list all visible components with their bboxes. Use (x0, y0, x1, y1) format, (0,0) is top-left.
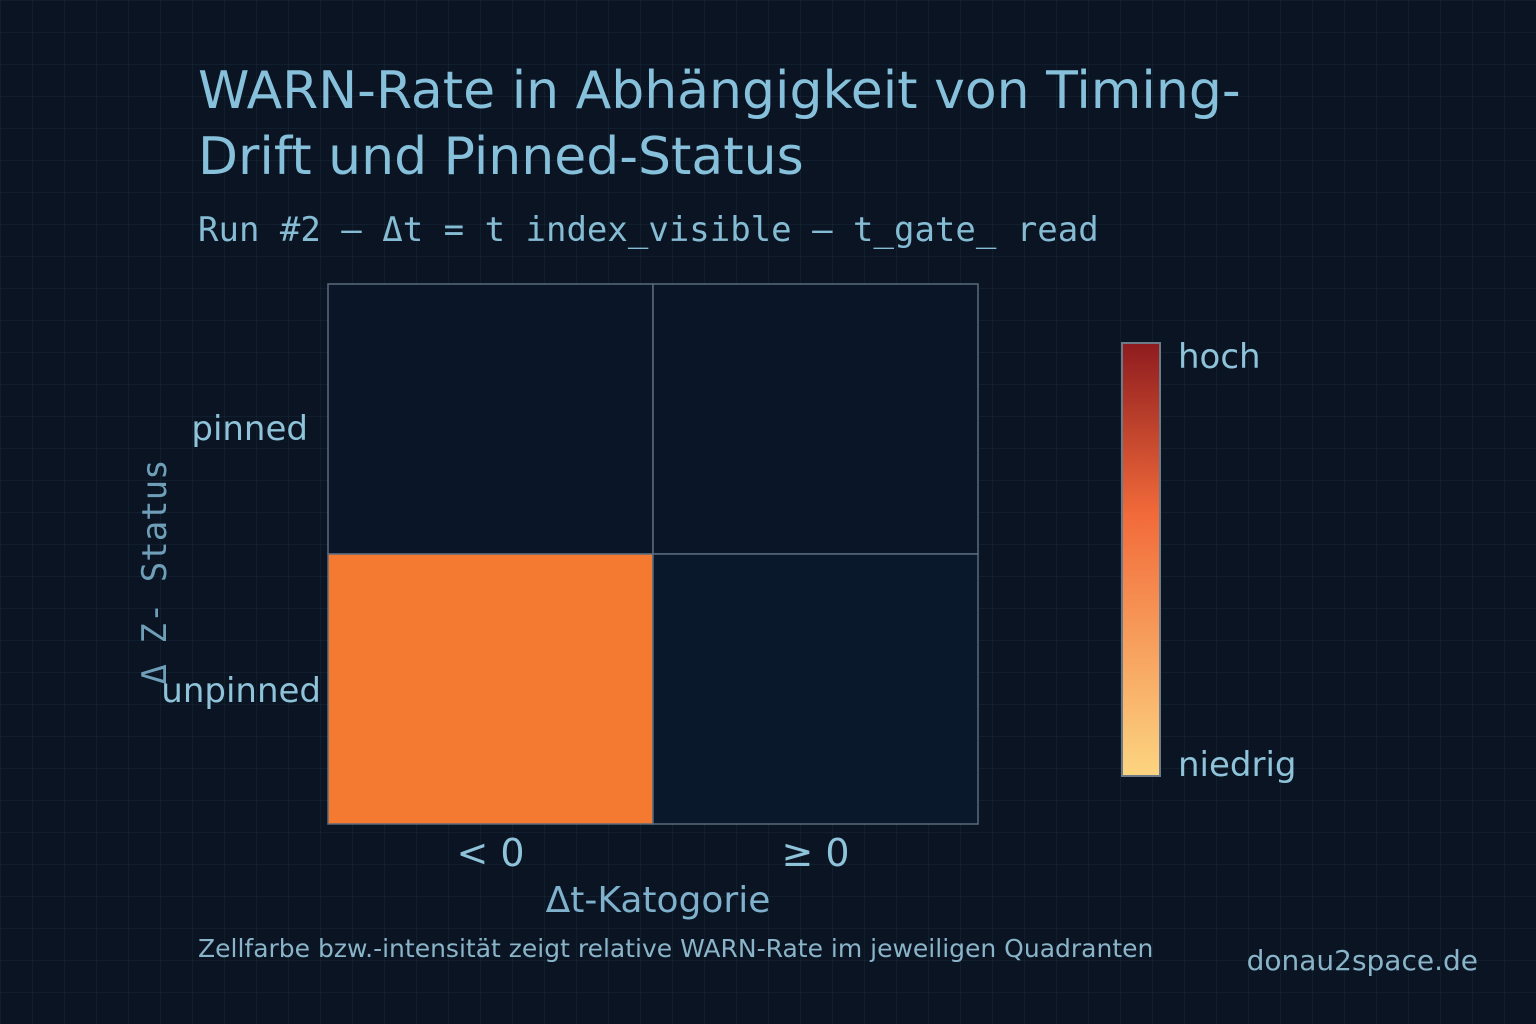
x-tick-label-ge0: ≥ 0 (781, 831, 849, 875)
x-tick-label-lt0: < 0 (456, 831, 524, 875)
site-link[interactable]: donau2space.de (1246, 944, 1478, 977)
chart-subtitle: Run #2 – Δt = t index_visible – t_gate_ … (198, 210, 1099, 250)
y-tick-labels: pinned unpinned (161, 409, 321, 711)
y-tick-label-unpinned: unpinned (161, 671, 321, 711)
heatmap-cell-unpinned-lt0 (327, 553, 654, 825)
x-tick-labels: < 0 ≥ 0 (456, 831, 849, 875)
color-scale-low-label: niedrig (1178, 745, 1297, 785)
y-axis-title: Δ Z- Status (135, 459, 175, 684)
heatmap-cell-unpinned-ge0 (652, 553, 979, 825)
chart-title: WARN-Rate in Abhängigkeit von Timing-Dri… (198, 61, 1241, 187)
x-axis-title: Δt-Katogorie (546, 880, 771, 921)
heatmap-cell-pinned-lt0 (327, 283, 654, 555)
color-scale-bar (1121, 342, 1161, 777)
footnote: Zellfarbe bzw.-intensität zeigt relative… (198, 934, 1154, 963)
color-scale-high-label: hoch (1178, 337, 1261, 377)
y-tick-label-pinned: pinned (191, 409, 308, 449)
color-scale: hoch niedrig (1121, 337, 1297, 785)
heatmap-cells (327, 283, 979, 825)
heatmap-cell-pinned-ge0 (652, 283, 979, 555)
